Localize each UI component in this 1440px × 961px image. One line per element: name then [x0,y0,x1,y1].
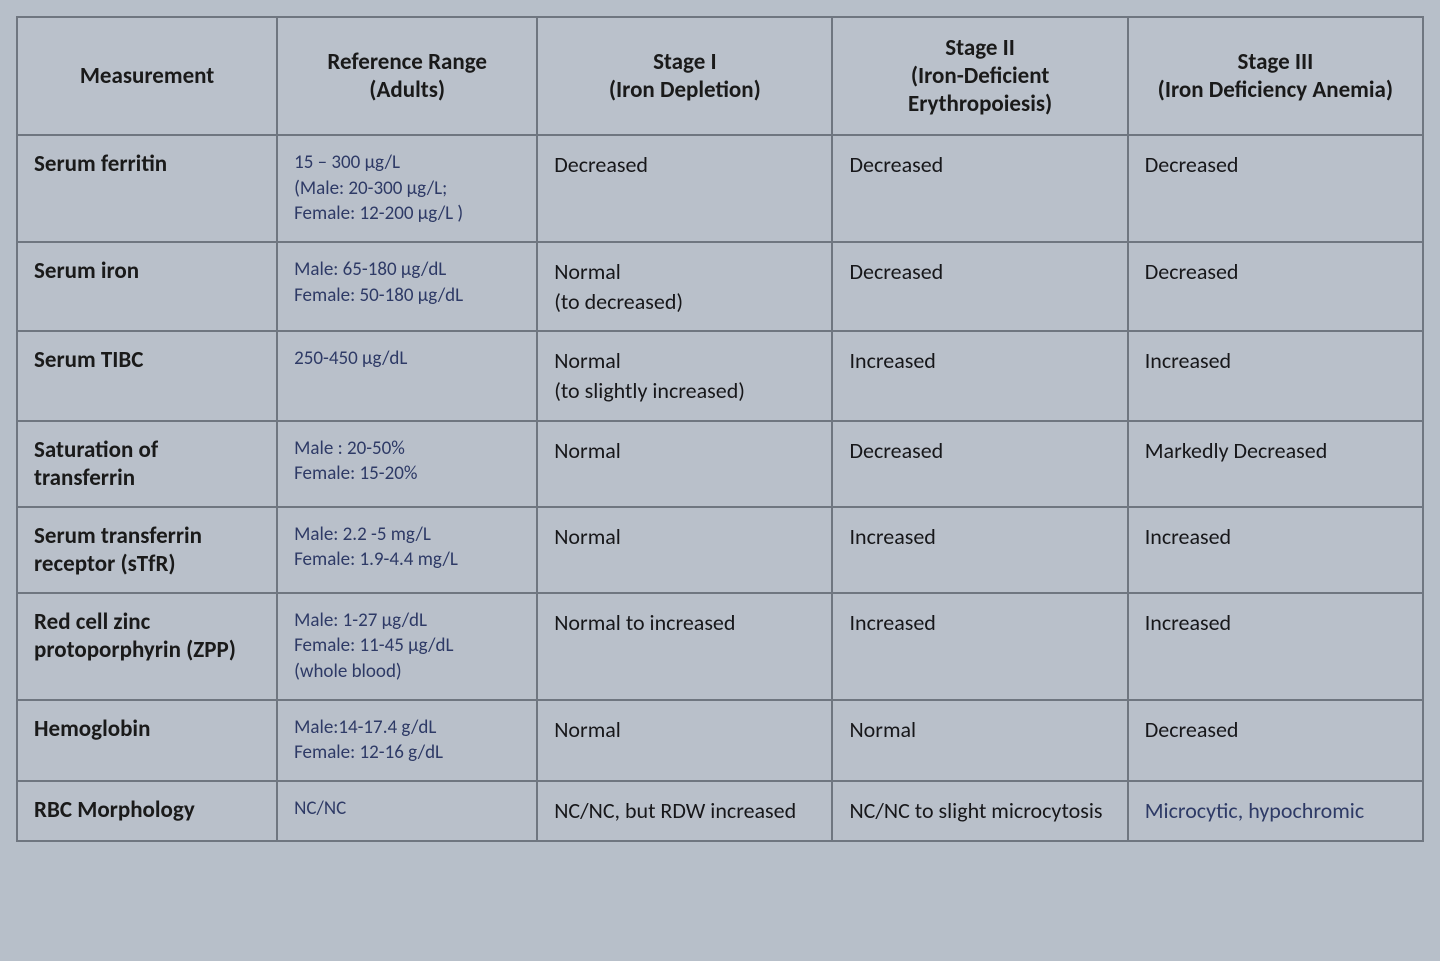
cell-stage3: Microcytic, hypochromic [1128,781,1423,841]
cell-stage3: Markedly Decreased [1128,421,1423,507]
cell-measurement: Serum TIBC [17,331,277,420]
table-row: Serum iron Male: 65-180 µg/dLFemale: 50-… [17,242,1423,331]
cell-measurement: RBC Morphology [17,781,277,841]
cell-stage1: Normal [537,507,832,593]
cell-stage1: Normal(to decreased) [537,242,832,331]
cell-measurement: Saturation of transferrin [17,421,277,507]
cell-measurement: Serum ferritin [17,135,277,242]
cell-reference: Male: 1-27 µg/dLFemale: 11-45 µg/dL(whol… [277,593,537,700]
col-stage1-l2: (Iron Depletion) [548,76,821,104]
col-reference-l2: (Adults) [288,76,526,104]
cell-stage1: Normal [537,700,832,781]
col-stage1: Stage I (Iron Depletion) [537,17,832,135]
iron-deficiency-table-container: Measurement Reference Range (Adults) Sta… [16,16,1424,842]
col-stage2-l1: Stage II [843,34,1116,62]
cell-stage3: Increased [1128,593,1423,700]
cell-stage2: Decreased [832,135,1127,242]
cell-measurement: Red cell zinc protoporphyrin (ZPP) [17,593,277,700]
cell-reference: 250-450 µg/dL [277,331,537,420]
cell-stage3: Increased [1128,331,1423,420]
col-reference: Reference Range (Adults) [277,17,537,135]
table-header: Measurement Reference Range (Adults) Sta… [17,17,1423,135]
col-stage1-l1: Stage I [548,48,821,76]
table-body: Serum ferritin 15 – 300 µg/L(Male: 20-30… [17,135,1423,841]
cell-stage3: Decreased [1128,242,1423,331]
cell-reference: Male: 2.2 -5 mg/LFemale: 1.9-4.4 mg/L [277,507,537,593]
table-header-row: Measurement Reference Range (Adults) Sta… [17,17,1423,135]
col-stage3: Stage III (Iron Deficiency Anemia) [1128,17,1423,135]
cell-stage1: Normal to increased [537,593,832,700]
col-stage3-l2: (Iron Deficiency Anemia) [1139,76,1412,104]
col-stage2-l2: (Iron-Deficient Erythropoiesis) [843,62,1116,118]
cell-stage1: Decreased [537,135,832,242]
iron-deficiency-table: Measurement Reference Range (Adults) Sta… [16,16,1424,842]
cell-stage2: Increased [832,593,1127,700]
cell-stage2: Increased [832,507,1127,593]
cell-measurement: Serum iron [17,242,277,331]
table-row: RBC Morphology NC/NC NC/NC, but RDW incr… [17,781,1423,841]
cell-stage3: Decreased [1128,700,1423,781]
cell-stage1: Normal(to slightly increased) [537,331,832,420]
cell-stage1: Normal [537,421,832,507]
table-row: Red cell zinc protoporphyrin (ZPP) Male:… [17,593,1423,700]
table-row: Hemoglobin Male:14-17.4 g/dLFemale: 12-1… [17,700,1423,781]
table-row: Serum ferritin 15 – 300 µg/L(Male: 20-30… [17,135,1423,242]
cell-stage2: Normal [832,700,1127,781]
cell-stage2: Decreased [832,242,1127,331]
cell-measurement: Serum transferrin receptor (sTfR) [17,507,277,593]
cell-stage3: Decreased [1128,135,1423,242]
cell-stage2: Increased [832,331,1127,420]
cell-reference: NC/NC [277,781,537,841]
cell-reference: Male:14-17.4 g/dLFemale: 12-16 g/dL [277,700,537,781]
cell-stage2: Decreased [832,421,1127,507]
col-stage3-l1: Stage III [1139,48,1412,76]
table-row: Serum transferrin receptor (sTfR) Male: … [17,507,1423,593]
cell-stage3: Increased [1128,507,1423,593]
col-stage2: Stage II (Iron-Deficient Erythropoiesis) [832,17,1127,135]
cell-reference: Male: 65-180 µg/dLFemale: 50-180 µg/dL [277,242,537,331]
cell-stage1: NC/NC, but RDW increased [537,781,832,841]
table-row: Serum TIBC 250-450 µg/dL Normal(to sligh… [17,331,1423,420]
cell-reference: Male : 20-50%Female: 15-20% [277,421,537,507]
cell-reference: 15 – 300 µg/L(Male: 20-300 µg/L;Female: … [277,135,537,242]
col-measurement: Measurement [17,17,277,135]
cell-stage2: NC/NC to slight microcytosis [832,781,1127,841]
col-measurement-l1: Measurement [28,62,266,90]
col-reference-l1: Reference Range [288,48,526,76]
cell-measurement: Hemoglobin [17,700,277,781]
table-row: Saturation of transferrin Male : 20-50%F… [17,421,1423,507]
